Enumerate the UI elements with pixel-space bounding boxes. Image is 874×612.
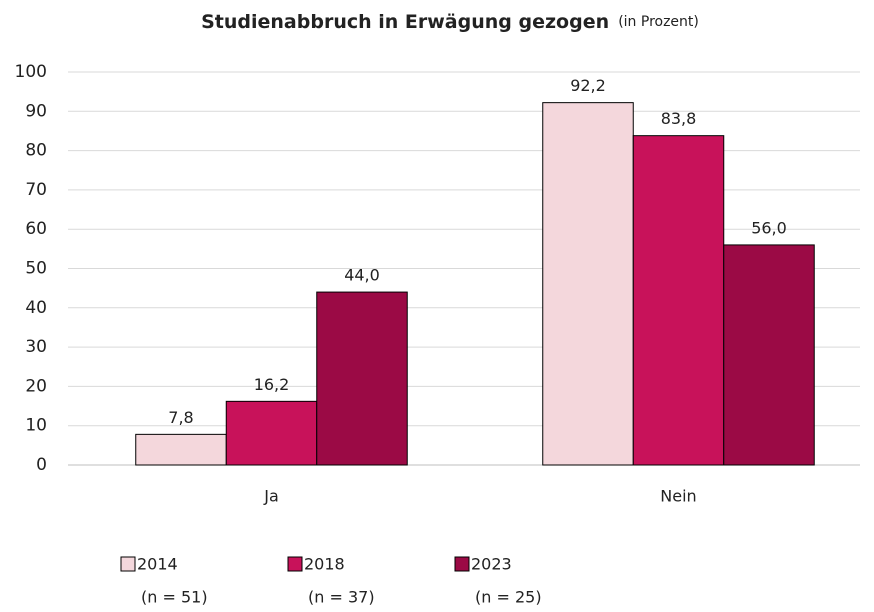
value-label: 83,8 xyxy=(661,109,697,128)
y-tick-label: 90 xyxy=(25,101,47,121)
value-label: 44,0 xyxy=(344,266,380,285)
value-label: 7,8 xyxy=(168,408,193,427)
legend-swatch xyxy=(454,556,470,572)
y-tick-label: 60 xyxy=(25,219,47,239)
y-tick-label: 10 xyxy=(25,416,47,436)
legend-label: 2014 xyxy=(137,555,178,574)
chart-title: Studienabbruch in Erwägung gezogen xyxy=(201,11,609,33)
x-tick-label: Ja xyxy=(263,487,279,506)
x-tick-label: Nein xyxy=(660,487,696,506)
bar xyxy=(632,135,725,466)
bar xyxy=(135,433,227,466)
legend-sample: (n = 25) xyxy=(475,588,542,607)
y-tick-label: 80 xyxy=(25,141,47,161)
y-tick-label: 30 xyxy=(25,337,47,357)
title-group: Studienabbruch in Erwägung gezogen (in P… xyxy=(201,11,699,33)
legend-swatch xyxy=(287,556,303,572)
legend-label: 2018 xyxy=(304,555,345,574)
y-tick-label: 100 xyxy=(15,62,47,82)
value-label: 56,0 xyxy=(751,218,787,237)
y-tick-label: 70 xyxy=(25,180,47,200)
bar xyxy=(316,291,408,466)
y-tick-label: 0 xyxy=(36,455,47,475)
legend-sample: (n = 51) xyxy=(141,588,208,607)
y-tick-label: 20 xyxy=(25,376,47,396)
value-label: 16,2 xyxy=(254,375,290,394)
legend-sample: (n = 37) xyxy=(308,588,375,607)
y-tick-label: 40 xyxy=(25,298,47,318)
legend-swatch xyxy=(120,556,136,572)
value-label: 92,2 xyxy=(570,76,606,95)
legend-label: 2023 xyxy=(471,555,512,574)
bar xyxy=(723,244,815,466)
y-tick-label: 50 xyxy=(25,259,47,279)
chart-subtitle: (in Prozent) xyxy=(618,14,699,30)
bar xyxy=(542,102,634,466)
bar xyxy=(225,400,318,466)
